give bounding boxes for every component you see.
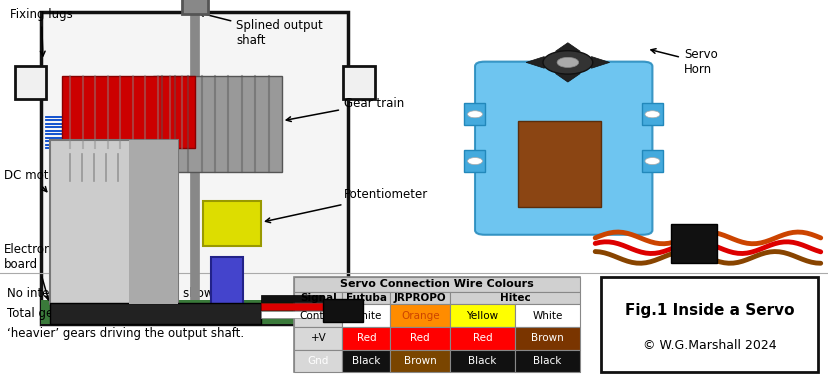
Circle shape [542,51,592,74]
Bar [450,304,514,327]
Text: Brown: Brown [403,356,436,366]
Bar [514,327,580,350]
Bar [514,304,580,327]
Circle shape [467,158,482,165]
Bar [518,121,600,207]
Bar [343,66,374,99]
Text: Hitec: Hitec [499,293,530,303]
Bar [671,224,716,263]
Bar [261,303,323,310]
Bar [294,277,580,372]
Bar [15,66,46,99]
Text: Black: Black [532,356,561,366]
Text: Control: Control [299,310,337,321]
Text: DC motor: DC motor [4,169,60,191]
Bar [450,350,514,372]
Bar [390,327,450,350]
Bar [181,0,208,14]
Text: Splined output
shaft: Splined output shaft [199,12,323,47]
Text: Red: Red [356,333,376,343]
Text: Potentiometer: Potentiometer [265,188,428,223]
Text: +V: +V [310,333,325,343]
Bar [261,311,323,318]
Bar [294,350,342,372]
Bar [153,76,282,172]
Text: Red: Red [410,333,430,343]
Bar [342,304,390,327]
Text: Yellow: Yellow [466,310,498,321]
Bar [390,350,450,372]
Bar [294,327,342,350]
FancyArrow shape [555,43,580,62]
Circle shape [644,111,659,118]
FancyArrow shape [567,57,609,68]
Text: Servo Connection Wire Colours: Servo Connection Wire Colours [340,279,533,289]
Bar [342,327,390,350]
Bar [294,292,342,304]
Bar [642,150,662,172]
Text: White: White [351,310,381,321]
Bar [642,103,662,125]
Bar [600,277,817,372]
Bar [41,300,348,324]
Circle shape [644,158,659,165]
Text: Brown: Brown [531,333,563,343]
FancyArrow shape [555,62,580,82]
Bar [342,350,390,372]
Bar [203,201,261,246]
FancyArrow shape [526,57,567,68]
Text: Futuba: Futuba [345,293,387,303]
Bar [211,257,243,304]
Bar [294,304,342,327]
Bar [62,76,195,148]
Text: Fig.1 Inside a Servo: Fig.1 Inside a Servo [624,303,793,318]
Text: Cable & connector: Cable & connector [344,306,453,323]
Text: Servo
Horn: Servo Horn [650,48,717,76]
Circle shape [556,57,578,67]
Bar [323,299,363,322]
Bar [390,292,450,304]
Bar [342,292,390,304]
Bar [41,12,348,324]
Text: Orange: Orange [401,310,439,321]
Text: © W.G.Marshall 2024: © W.G.Marshall 2024 [642,339,776,352]
Bar [129,140,178,304]
Bar [50,303,261,324]
Text: Gnd: Gnd [307,356,329,366]
Bar [450,327,514,350]
Text: Gear train: Gear train [286,97,404,122]
Text: Electronics
board: Electronics board [4,243,69,300]
Bar [514,350,580,372]
Bar [261,295,323,302]
Text: Black: Black [352,356,380,366]
Bar [464,103,484,125]
Text: Black: Black [468,356,496,366]
Bar [450,292,580,304]
FancyBboxPatch shape [474,62,652,235]
Circle shape [467,111,482,118]
Text: White: White [532,310,562,321]
Text: Signal: Signal [300,293,336,303]
Text: Red: Red [472,333,492,343]
Bar [294,277,580,292]
Text: JRPROPO: JRPROPO [393,293,446,303]
Text: No internal support structure shown.
Total gear ratio is about 180:1. Note
‘heav: No internal support structure shown. Tot… [7,287,243,340]
Text: Fixing lugs: Fixing lugs [10,9,73,56]
Bar [50,140,178,304]
Bar [464,150,484,172]
Bar [62,154,166,181]
Bar [390,304,450,327]
